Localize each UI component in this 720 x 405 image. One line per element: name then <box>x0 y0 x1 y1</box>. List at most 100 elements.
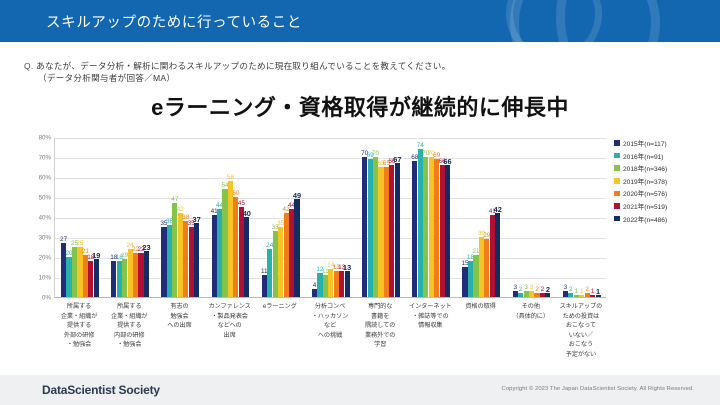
chart-bar: 65 <box>377 160 385 297</box>
legend-series-label: 2019年(n=378) <box>623 178 668 186</box>
chart-bar-value-label: 2 <box>540 285 545 293</box>
chart-x-category-label: その他 （具体的に） <box>512 303 549 320</box>
chart-bar: 66 <box>439 158 446 297</box>
chart-bar: 37 <box>193 215 201 297</box>
chart-y-tick-label: 70% <box>38 154 51 162</box>
chart-bar: 47 <box>171 196 178 297</box>
chart-bar: 49 <box>293 191 301 297</box>
chart-bar: 2 <box>568 286 574 297</box>
chart-bar-value-label: 18 <box>466 253 475 261</box>
chart-legend: 2015年(n=117) 2016年(n=91) 2018年(n=346) 2019年… <box>614 138 700 226</box>
chart-gridline <box>55 238 606 239</box>
chart-legend-item[interactable]: 2019年(n=378) <box>614 176 700 186</box>
chart-bar-value-label: 20 <box>65 249 73 257</box>
chart-x-category-label: 資格の取得 <box>465 303 496 310</box>
chart-bar-value-label: 35 <box>160 219 168 227</box>
chart-bar: 38 <box>182 214 189 297</box>
chart-bar: 22 <box>137 246 145 297</box>
chart-bar: 42 <box>283 206 290 297</box>
chart-bar: 13 <box>338 264 345 297</box>
page-title: スキルアップのために行っていること <box>46 15 302 31</box>
chart-bar-value-label: 33 <box>271 223 279 231</box>
chart-bar: 21 <box>82 248 89 297</box>
chart-legend-item[interactable]: 2021年(n=519) <box>614 201 700 211</box>
chart-bar-group: 11 24 33 35 42 44 49 <box>261 138 301 297</box>
headline: eラーニング・資格取得が継続的に伸長中 <box>151 95 569 120</box>
chart-bar-value-label: 12 <box>316 265 324 273</box>
legend-series-label: 2021年(n=519) <box>623 203 668 211</box>
chart-bar-value-label: 3 <box>524 283 528 291</box>
chart-bar: 14 <box>327 262 334 297</box>
chart-bar-value-label: 54 <box>221 181 229 189</box>
chart-bar: 33 <box>272 224 279 297</box>
chart-bar-value-label: 18 <box>110 253 118 261</box>
chart-x-category-label: スキルアップの ための投資は おこなって いない／ おこなう 予定がない <box>559 303 603 358</box>
chart-bar-value-label: 35 <box>187 219 195 227</box>
legend-color-swatch-icon <box>614 190 620 197</box>
chart-x-category-label: 分析コンペ ・ハッカソン など への挑戦 <box>311 303 349 339</box>
slide-footer: DataScientist Society Copyright © 2023 T… <box>0 375 720 405</box>
chart-bar-value-label: 42 <box>493 204 502 214</box>
chart-bar: 13 <box>343 263 351 297</box>
chart-bar-value-label: 13 <box>338 263 346 271</box>
chart-gridline <box>55 138 606 139</box>
chart-bar-value-label: 69 <box>433 151 441 159</box>
chart-bar-value-label: 2 <box>585 285 589 293</box>
chart-gridline <box>55 218 606 219</box>
chart-bar-value-label: 13 <box>343 262 352 272</box>
chart-bar: 68 <box>411 154 418 297</box>
chart-legend-item[interactable]: 2020年(n=576) <box>614 188 700 198</box>
legend-series-label: 2018年(n=346) <box>623 166 668 174</box>
chart-bar-value-label: 14 <box>327 261 335 269</box>
chart-bar-value-label: 36 <box>165 217 173 225</box>
chart-bar-value-label: 70 <box>361 149 369 157</box>
chart-bar-value-label: 2 <box>518 285 523 293</box>
chart-bar: 24 <box>127 242 134 297</box>
chart-legend-item[interactable]: 2015年(n=117) <box>614 138 700 148</box>
chart-bar-group: 15 18 21 30 29 41 42 <box>461 138 502 297</box>
chart-bar: 54 <box>221 182 229 297</box>
legend-color-swatch-icon <box>614 203 620 209</box>
chart-bar-value-label: 70 <box>372 149 380 157</box>
chart-bar: 3 <box>512 284 518 297</box>
chart-bar: 74 <box>417 142 424 297</box>
chart-bar: 11 <box>322 268 329 297</box>
chart-bar-value-label: 2 <box>545 284 550 294</box>
chart-bar: 2 <box>539 286 546 297</box>
chart-bar-value-label: 70 <box>427 149 435 157</box>
chart-legend-item[interactable]: 2016年(n=91) <box>614 151 700 161</box>
chart-x-axis-labels: 所属する 企業・組織が 提供する 外部の研修 ・勉強会 所属する 企業・組織が 提供する 内部の… <box>54 302 606 368</box>
chart-bar-value-label: 44 <box>216 201 224 209</box>
chart-bar: 12 <box>316 266 323 297</box>
slide-header: スキルアップのために行っていること <box>0 0 720 42</box>
chart-bar-value-label: 3 <box>513 283 517 291</box>
chart-bar: 45 <box>238 200 245 297</box>
legend-series-label: 2020年(n=576) <box>623 191 668 199</box>
chart-bar: 1 <box>579 288 585 297</box>
chart-bar: 50 <box>232 190 239 297</box>
chart-bar-value-label: 29 <box>483 231 491 239</box>
chart-gridline <box>55 158 606 159</box>
chart-bar: 22 <box>132 246 139 297</box>
chart-bar: 42 <box>494 205 502 297</box>
chart-bar: 3 <box>562 284 568 297</box>
chart-bar-value-label: 49 <box>292 190 302 200</box>
decorative-circle-small <box>506 0 602 42</box>
chart-bar-value-label: 25 <box>70 239 79 247</box>
chart-bar-value-label: 11 <box>322 267 329 275</box>
chart-bar: 2 <box>584 286 590 297</box>
legend-series-label: 2015年(n=117) <box>623 141 667 148</box>
chart-bar: 20 <box>65 250 73 297</box>
chart-y-tick-label: 20% <box>38 254 51 262</box>
chart-legend-item[interactable]: 2022年(n=486) <box>614 214 700 224</box>
chart-bar: 35 <box>188 220 195 297</box>
chart-gridline <box>55 178 606 179</box>
chart-bar-value-label: 22 <box>137 245 145 253</box>
chart-bar: 13 <box>333 264 340 297</box>
chart-bar: 41 <box>489 208 496 297</box>
chart-bar: 2 <box>518 286 524 297</box>
chart-bar-value-label: 15 <box>461 259 469 267</box>
chart-legend-item[interactable]: 2018年(n=346) <box>614 163 700 173</box>
